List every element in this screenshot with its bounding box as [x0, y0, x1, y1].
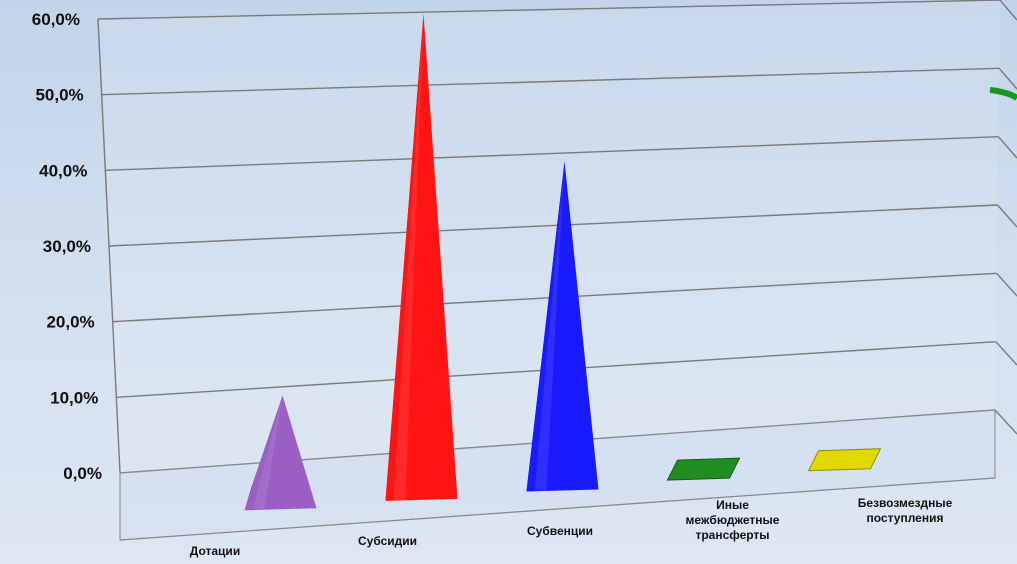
gridline-side — [995, 341, 1017, 366]
x-axis-labels: Дотации Субсидии Субвенции Иные межбюджетные… — [190, 496, 953, 558]
gridline — [101, 67, 1000, 96]
gridline-side — [999, 0, 1017, 21]
gridline-side — [996, 272, 1017, 297]
x-tick-label-line: Субсидии — [358, 534, 417, 548]
y-tick-label: 60,0% — [32, 10, 80, 29]
y-axis-line — [97, 18, 121, 474]
x-tick-label-line: Субвенции — [527, 524, 593, 538]
x-tick-label-line: межбюджетные — [686, 513, 780, 527]
bar-face-left — [244, 395, 283, 511]
x-tick-label: Безвозмездные поступления — [858, 496, 953, 525]
x-tick-label-line: Дотации — [190, 544, 240, 558]
x-tick-label: Дотации — [190, 544, 240, 558]
gridline-side — [998, 67, 1017, 90]
x-axis-line — [119, 477, 996, 541]
x-tick-label-line: поступления — [867, 511, 944, 525]
x-tick-label-line: Безвозмездные — [858, 496, 953, 510]
bar-tile — [666, 457, 741, 481]
y-tick-label: 0,0% — [63, 464, 102, 483]
y-tick-label: 40,0% — [39, 161, 87, 180]
x-tick-label-line: Иные — [716, 498, 749, 512]
x-tick-label: Иные межбюджетные трансферты — [686, 498, 780, 542]
y-tick-label: 30,0% — [43, 237, 91, 256]
decorative-arc — [989, 87, 1017, 101]
y-tick-label: 10,0% — [50, 388, 98, 407]
y-axis-labels: 0,0% 10,0% 20,0% 30,0% 40,0% 50,0% 60,0% — [32, 10, 102, 483]
chart-walls — [98, 0, 1000, 473]
bar-highlight — [252, 395, 283, 510]
gridline-side — [997, 136, 1017, 159]
bar-tile — [807, 448, 882, 472]
gridline — [108, 204, 998, 247]
gridline-side — [994, 409, 1017, 435]
y-tick-label: 20,0% — [46, 313, 94, 332]
gridline-side — [996, 204, 1017, 228]
bar-highlight — [534, 161, 565, 491]
bar-highlight — [393, 13, 424, 500]
x-tick-label-line: трансферты — [695, 528, 769, 542]
chart-bars — [244, 13, 882, 511]
back-wall — [98, 0, 1000, 473]
y-tick-label: 50,0% — [35, 86, 83, 105]
x-tick-label: Субсидии — [358, 534, 417, 548]
gridline — [97, 0, 1001, 20]
x-tick-label: Субвенции — [527, 524, 593, 538]
gridline — [105, 135, 999, 172]
